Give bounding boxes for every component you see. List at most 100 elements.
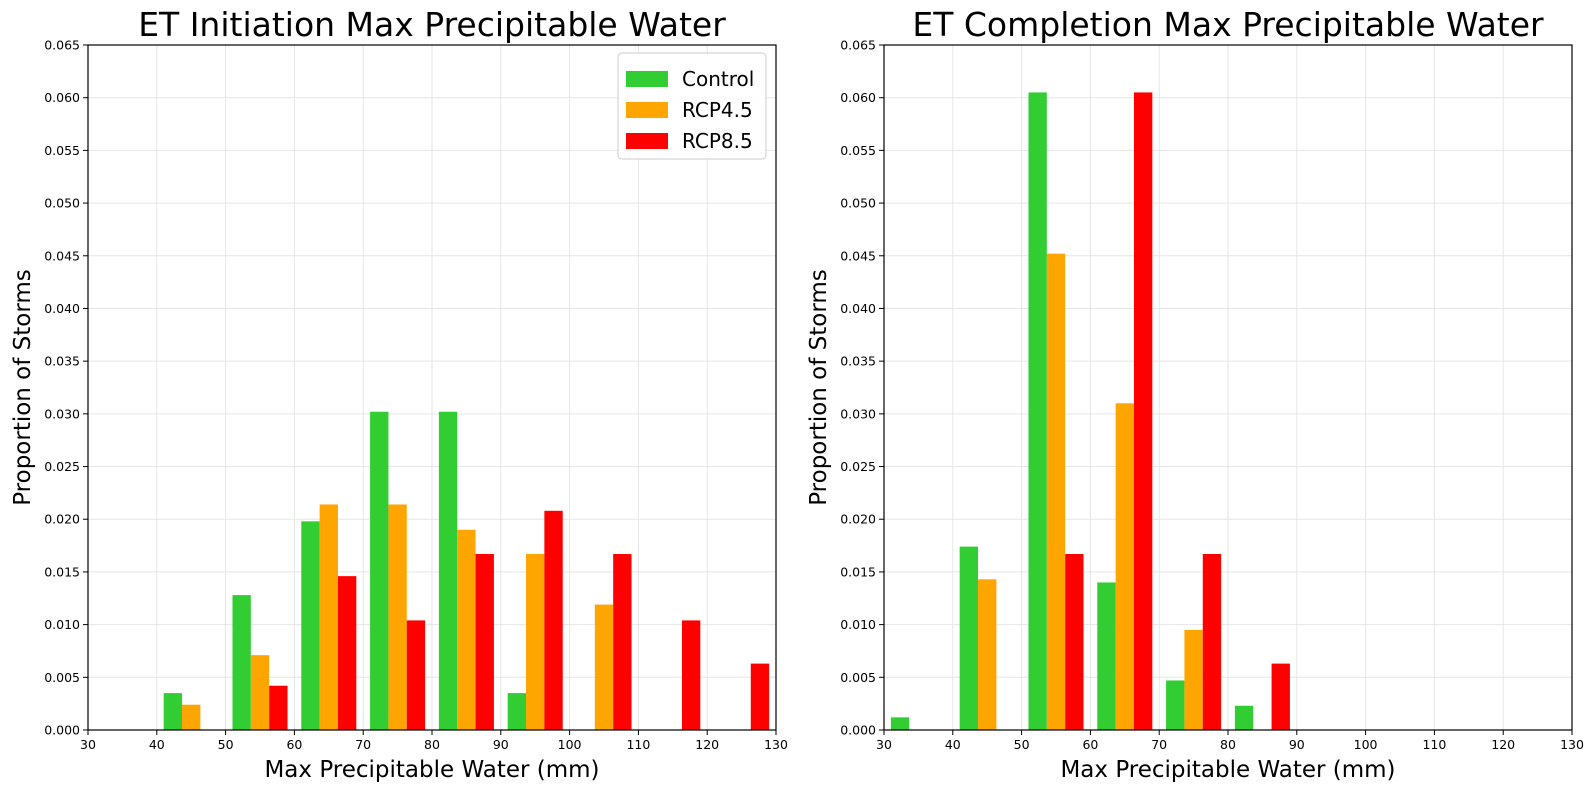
y-tick-label: 0.065 [840,38,876,53]
x-tick-label: 30 [876,737,892,752]
y-tick-label: 0.015 [44,564,80,579]
y-tick-label: 0.005 [44,670,80,685]
legend-label: Control [682,67,754,91]
x-tick-label: 130 [1560,737,1584,752]
bar-control-bin-4 [370,411,389,730]
x-tick-label: 90 [1289,737,1305,752]
x-tick-label: 50 [218,737,234,752]
bar-rcp8-5-bin-9 [750,663,770,730]
x-axis-label: Max Precipitable Water (mm) [1060,757,1395,783]
x-tick-label: 50 [1014,737,1030,752]
x-tick-label: 30 [80,737,96,752]
bar-control-bin-5 [1234,705,1254,730]
bar-rcp4-5-bin-3 [1115,403,1134,730]
bar-rcp8-5-bin-4 [406,620,426,730]
x-tick-label: 130 [764,737,788,752]
x-tick-label: 110 [1422,737,1446,752]
y-tick-label: 0.050 [44,196,80,211]
legend-swatch [626,102,668,118]
y-tick-label: 0.055 [44,143,80,158]
x-axis-label: Max Precipitable Water (mm) [264,757,599,783]
x-tick-label: 110 [626,737,650,752]
bar-rcp8-5-bin-6 [544,510,563,730]
bar-rcp4-5-bin-5 [457,529,476,730]
y-tick-label: 0.050 [840,196,876,211]
x-tick-label: 80 [424,737,440,752]
x-tick-label: 100 [1354,737,1378,752]
y-tick-label: 0.010 [840,617,876,632]
y-tick-label: 0.030 [44,406,80,421]
x-tick-label: 70 [355,737,371,752]
bar-rcp4-5-bin-4 [1184,629,1203,730]
y-tick-label: 0.025 [44,459,80,474]
bar-control-bin-0 [890,717,910,730]
bar-control-bin-2 [232,595,251,730]
bar-rcp8-5-bin-7 [613,554,632,730]
y-tick-label: 0.055 [840,143,876,158]
y-tick-label: 0.030 [840,406,876,421]
x-tick-label: 40 [945,737,961,752]
legend-label: RCP4.5 [682,98,753,122]
bar-rcp8-5-bin-5 [475,554,494,730]
bar-rcp4-5-bin-3 [319,504,338,730]
y-tick-label: 0.020 [840,512,876,527]
legend-swatch [626,71,668,87]
y-tick-label: 0.035 [44,354,80,369]
bar-rcp8-5-bin-3 [1133,92,1153,730]
y-tick-label: 0.020 [44,512,80,527]
x-tick-label: 40 [149,737,165,752]
bar-rcp8-5-bin-2 [1065,554,1084,730]
bar-rcp8-5-bin-3 [337,576,357,730]
chart-panel-1: 30 40 50 60 70 80 90 100 110 120 130 0.000 0.005 0.01… [10,5,788,783]
bar-control-bin-3 [301,521,320,730]
bar-control-bin-5 [438,411,458,730]
y-tick-label: 0.060 [44,90,80,105]
y-tick-label: 0.045 [840,248,876,263]
y-tick-label: 0.065 [44,38,80,53]
y-axis-label: Proportion of Storms [10,269,36,506]
bar-control-bin-1 [959,546,979,730]
y-tick-label: 0.010 [44,617,80,632]
bar-rcp4-5-bin-1 [182,704,201,730]
legend-swatch [626,133,668,149]
bar-rcp8-5-bin-4 [1202,554,1222,730]
y-tick-label: 0.005 [840,670,876,685]
bar-rcp4-5-bin-2 [1046,253,1066,730]
y-tick-label: 0.040 [840,301,876,316]
chart-panel-2: 30 40 50 60 70 80 90 100 110 120 130 0.000 0.005 0.01… [806,5,1584,783]
y-tick-label: 0.045 [44,248,80,263]
y-tick-label: 0.015 [840,564,876,579]
x-tick-label: 60 [286,737,302,752]
y-tick-label: 0.035 [840,354,876,369]
legend-label: RCP8.5 [682,129,753,153]
bar-rcp4-5-bin-6 [526,554,545,730]
bar-rcp8-5-bin-8 [681,620,701,730]
x-tick-label: 80 [1220,737,1236,752]
bar-rcp8-5-bin-5 [1271,663,1290,730]
x-tick-label: 70 [1151,737,1167,752]
y-tick-label: 0.060 [840,90,876,105]
bar-control-bin-6 [507,693,527,730]
bar-control-bin-3 [1097,582,1116,730]
y-tick-label: 0.000 [44,723,80,738]
bar-control-bin-4 [1166,680,1185,730]
y-tick-label: 0.040 [44,301,80,316]
x-tick-label: 60 [1082,737,1098,752]
x-tick-label: 120 [1491,737,1515,752]
bar-rcp4-5-bin-2 [250,655,270,730]
y-axis-label: Proportion of Storms [806,269,832,506]
x-tick-label: 100 [558,737,582,752]
x-tick-label: 90 [493,737,509,752]
bar-rcp4-5-bin-1 [978,579,997,730]
chart-title: ET Completion Max Precipitable Water [912,5,1544,44]
bar-rcp4-5-bin-7 [594,604,614,730]
bar-control-bin-2 [1028,92,1047,730]
bar-control-bin-1 [163,693,183,730]
legend: Control RCP4.5 RCP8.5 [617,52,767,160]
bar-rcp8-5-bin-2 [269,685,288,730]
chart-title: ET Initiation Max Precipitable Water [138,5,726,44]
x-tick-label: 120 [695,737,719,752]
y-tick-label: 0.000 [840,723,876,738]
y-tick-label: 0.025 [840,459,876,474]
